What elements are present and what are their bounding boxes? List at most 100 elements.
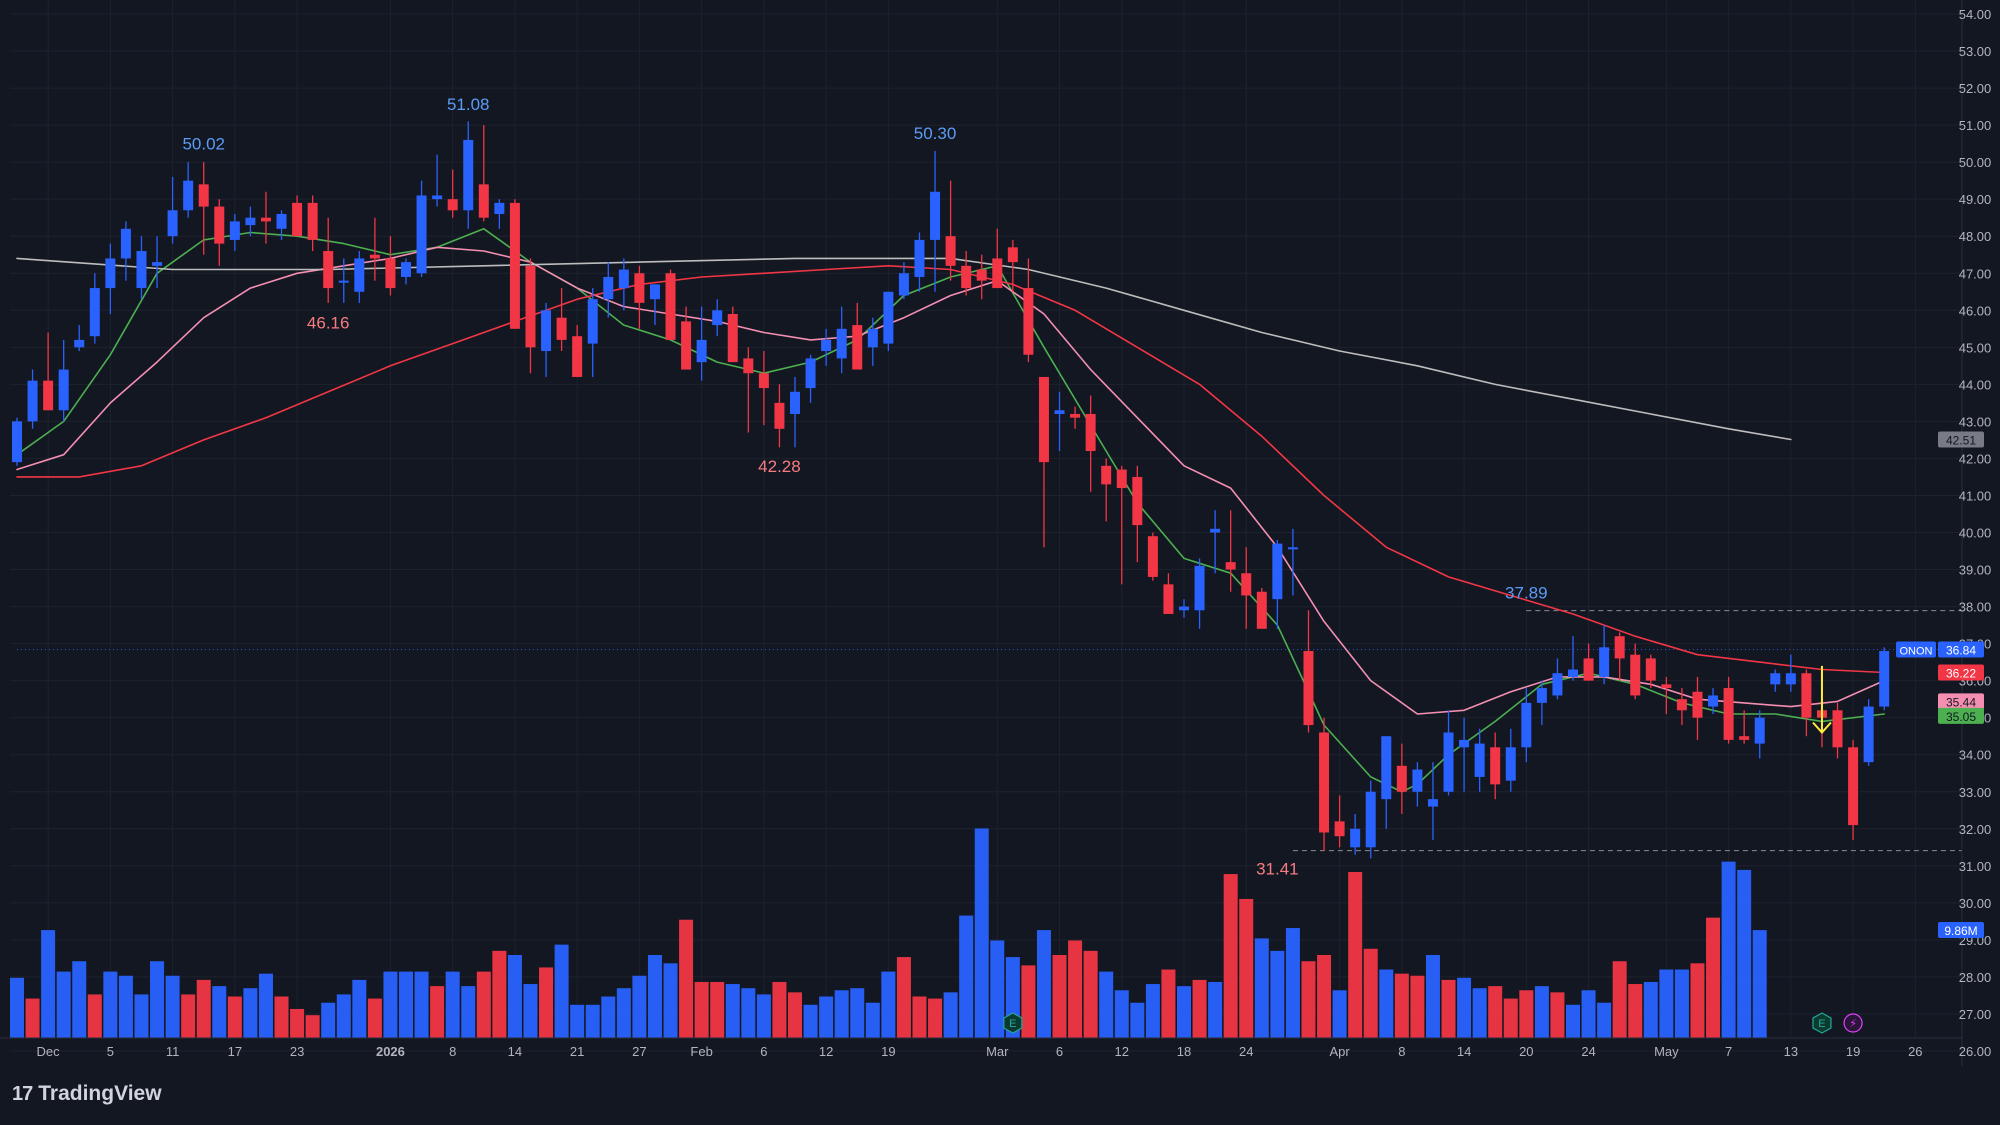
volume-bar (1752, 930, 1767, 1038)
price-tick-label: 28.00 (1959, 970, 1992, 985)
candle (525, 258, 536, 374)
candle-body (229, 221, 240, 240)
candle (1599, 625, 1610, 685)
candle-body (836, 328, 847, 359)
candle-body (1427, 799, 1438, 807)
time-tick-label: Apr (1329, 1044, 1350, 1059)
candle-body (307, 202, 318, 240)
candle-body (136, 251, 147, 289)
candle (323, 217, 334, 303)
candle-body (198, 184, 209, 207)
volume-bar (165, 975, 180, 1038)
volume-bar (1628, 984, 1643, 1038)
volume-bar (352, 979, 367, 1038)
volume-bar (1270, 950, 1285, 1038)
candle (992, 228, 1003, 289)
candle-body (1770, 673, 1781, 685)
candle-body (758, 373, 769, 389)
volume-bar (507, 955, 522, 1038)
candle (976, 254, 987, 300)
candle (1334, 795, 1345, 848)
candle (12, 417, 22, 466)
volume-bar (56, 971, 71, 1038)
candle-body (12, 421, 22, 463)
candle (1396, 743, 1407, 814)
time-tick-label: 24 (1581, 1044, 1595, 1059)
time-tick-label: 6 (760, 1044, 767, 1059)
time-tick-label: 21 (570, 1044, 584, 1059)
candle (120, 221, 131, 281)
price-tick-label: 50.00 (1959, 155, 1992, 170)
candle (1210, 510, 1221, 574)
candle-body (1536, 688, 1547, 703)
ticker-label: ONON (1900, 646, 1933, 658)
candle-body (992, 258, 1003, 289)
volume-bar (1472, 988, 1487, 1038)
price-label: 36.22 (1946, 666, 1976, 680)
candle (245, 206, 256, 237)
candle-body (1723, 688, 1734, 740)
earnings-hexagon (1003, 1012, 1023, 1034)
candle (198, 162, 209, 255)
earnings-hexagon (1812, 1012, 1832, 1034)
candle (338, 258, 349, 303)
volume-bar (943, 992, 958, 1038)
volume-bar (367, 998, 382, 1038)
tradingview-name: TradingView (38, 1082, 162, 1105)
candle-body (1848, 747, 1859, 826)
candle (136, 236, 147, 300)
candle (1256, 588, 1267, 629)
volume-bar (1145, 984, 1160, 1038)
candle-body (183, 180, 194, 211)
time-tick-label: 26 (1908, 1044, 1922, 1059)
candle-body (1272, 543, 1283, 600)
candle (914, 232, 925, 292)
volume-series (10, 828, 1767, 1038)
volume-bar (990, 940, 1005, 1038)
price-tick-label: 53.00 (1959, 44, 1992, 59)
candle (260, 191, 271, 244)
volume-bar (741, 988, 756, 1038)
candle (1179, 599, 1189, 618)
candle (1770, 669, 1781, 692)
candle-body (1163, 584, 1174, 614)
volume-bar (445, 971, 460, 1038)
candle (1474, 728, 1485, 792)
candle-body (1132, 476, 1143, 526)
volume-bar (383, 971, 398, 1038)
volume-bar (710, 981, 725, 1038)
price-tick-label: 30.00 (1959, 896, 1992, 911)
candle-body (1054, 410, 1065, 414)
candle (463, 121, 474, 229)
candle (587, 288, 598, 377)
candle (276, 210, 287, 240)
price-tick-label: 45.00 (1959, 340, 1992, 355)
candle-body (323, 251, 334, 289)
volume-bar (1737, 869, 1752, 1038)
volume-bar (134, 994, 149, 1038)
candle (1568, 636, 1578, 681)
signal-arrow-head (1812, 721, 1832, 734)
candle (1085, 395, 1096, 492)
candle (572, 325, 583, 377)
price-label-bg (1938, 693, 1984, 710)
volume-bar (1566, 1004, 1580, 1038)
candle (867, 317, 878, 366)
candle (1692, 676, 1703, 740)
volume-bar (616, 988, 631, 1038)
candle (1879, 647, 1890, 711)
candle (1241, 547, 1252, 629)
tradingview-logo[interactable]: 17 TradingView (12, 1082, 162, 1106)
candle-body (338, 280, 349, 283)
volume-bar (896, 957, 911, 1038)
tradingview-mark-icon: 17 (12, 1082, 33, 1105)
candle (618, 258, 629, 311)
candle (1287, 528, 1298, 596)
volume-bar (803, 1004, 818, 1038)
candle-body (852, 325, 863, 370)
price-tick-label: 42.00 (1959, 451, 1992, 466)
volume-bar (1285, 928, 1300, 1038)
candle-body (1225, 562, 1236, 570)
volume-bar (430, 986, 445, 1038)
